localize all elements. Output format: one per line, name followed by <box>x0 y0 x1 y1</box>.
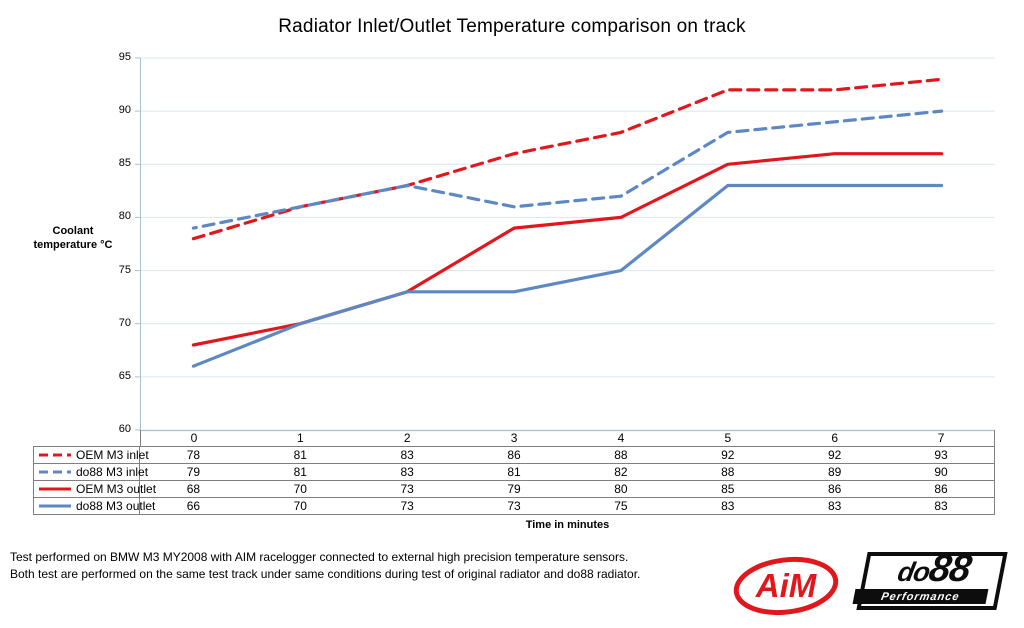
footnote-line1: Test performed on BMW M3 MY2008 with AIM… <box>10 550 629 564</box>
legend-label: do88 M3 outlet <box>76 499 156 513</box>
table-value-cell: 75 <box>567 498 675 515</box>
legend-key-solid <box>39 487 71 491</box>
y-tick-label-80: 80 <box>118 210 131 223</box>
table-value-cell: 88 <box>674 464 782 481</box>
y-tick-label-70: 70 <box>118 316 131 329</box>
legend-label: do88 M3 inlet <box>76 465 149 479</box>
series-line-oem-m3-inlet <box>191 77 944 241</box>
table-value-cell: 79 <box>140 464 247 481</box>
table-value-cell: 83 <box>674 498 782 515</box>
table-value-cell: 81 <box>246 464 354 481</box>
y-tick-label-60: 60 <box>118 423 131 435</box>
table-value-cell: 88 <box>567 447 675 464</box>
data-table-with-legend: 0 1 2 3 4 5 6 7 OEM M3 inlet 78 81 83 86 88 92 92 93 do88… <box>33 430 995 515</box>
table-value-cell: 86 <box>781 481 889 498</box>
table-value-cell: 93 <box>888 447 995 464</box>
y-axis-title: Coolant temperature °C <box>18 224 128 252</box>
table-header-cell: 5 <box>674 430 782 447</box>
table-header-cell: 1 <box>246 430 354 447</box>
table-value-cell: 85 <box>674 481 782 498</box>
table-value-cell: 73 <box>460 498 568 515</box>
table-value-cell: 86 <box>888 481 995 498</box>
table-value-cell: 68 <box>140 481 247 498</box>
y-tick-label-65: 65 <box>118 369 131 382</box>
table-value-cell: 79 <box>460 481 568 498</box>
table-value-cell: 83 <box>353 464 461 481</box>
legend-cell-oem-m3-inlet: OEM M3 inlet <box>33 447 149 464</box>
table-value-cell: 70 <box>246 498 354 515</box>
table-header-corner <box>33 430 140 447</box>
table-value-cell: 73 <box>353 481 461 498</box>
table-value-cell: 70 <box>246 481 354 498</box>
table-value-cell: 80 <box>567 481 675 498</box>
table-value-cell: 81 <box>246 447 354 464</box>
legend-cell-oem-m3-outlet: OEM M3 outlet <box>33 481 156 498</box>
aim-logo-ellipse <box>733 556 839 616</box>
footnote: Test performed on BMW M3 MY2008 with AIM… <box>10 549 640 583</box>
legend-cell-do88-m3-inlet: do88 M3 inlet <box>33 464 148 481</box>
table-value-cell: 90 <box>888 464 995 481</box>
do88-logo-88: 88 <box>925 548 975 590</box>
legend-key-dashed <box>39 453 71 457</box>
y-tick-label-95: 95 <box>118 51 131 63</box>
table-value-cell: 78 <box>140 447 247 464</box>
table-value-cell: 83 <box>888 498 995 515</box>
table-header-cell: 3 <box>460 430 568 447</box>
do88-logo-performance-bar: Performance <box>852 589 989 604</box>
series-line-do88-m3-outlet <box>191 183 944 368</box>
table-value-cell: 83 <box>781 498 889 515</box>
table-header-cell: 6 <box>781 430 889 447</box>
x-axis-title: Time in minutes <box>525 519 610 531</box>
table-header-cell: 7 <box>888 430 995 447</box>
y-tick-label-75: 75 <box>118 263 131 276</box>
table-value-cell: 82 <box>567 464 675 481</box>
do88-logo-performance-text: Performance <box>880 590 961 603</box>
legend-cell-do88-m3-outlet: do88 M3 outlet <box>33 498 155 515</box>
chart-title: Radiator Inlet/Outlet Temperature compar… <box>278 16 746 37</box>
table-value-cell: 81 <box>460 464 568 481</box>
y-axis-title-line2: temperature °C <box>33 239 113 251</box>
table-value-cell: 73 <box>353 498 461 515</box>
table-value-cell: 89 <box>781 464 889 481</box>
table-header-cell: 4 <box>567 430 675 447</box>
table-header-cell: 0 <box>140 430 247 447</box>
y-tick-label-90: 90 <box>118 104 131 117</box>
legend-key-solid <box>39 504 71 508</box>
series-line-oem-m3-outlet <box>191 152 944 347</box>
table-header-cell: 2 <box>353 430 461 447</box>
table-value-cell: 92 <box>674 447 782 464</box>
aim-logo-text: AiM <box>755 567 818 604</box>
y-tick-label-85: 85 <box>118 157 131 170</box>
line-chart-plot-area <box>135 57 995 432</box>
aim-logo: AiM <box>733 556 839 616</box>
table-value-cell: 92 <box>781 447 889 464</box>
legend-label: OEM M3 inlet <box>76 448 149 462</box>
do88-logo: do88 Performance <box>852 548 1008 610</box>
table-value-cell: 83 <box>353 447 461 464</box>
series-line-do88-m3-inlet <box>191 109 944 230</box>
table-value-cell: 66 <box>140 498 247 515</box>
footnote-line2: Both test are performed on the same test… <box>10 567 641 581</box>
y-axis-title-line1: Coolant <box>52 225 94 237</box>
legend-key-dashed <box>39 470 71 474</box>
table-value-cell: 86 <box>460 447 568 464</box>
legend-label: OEM M3 outlet <box>76 482 157 496</box>
